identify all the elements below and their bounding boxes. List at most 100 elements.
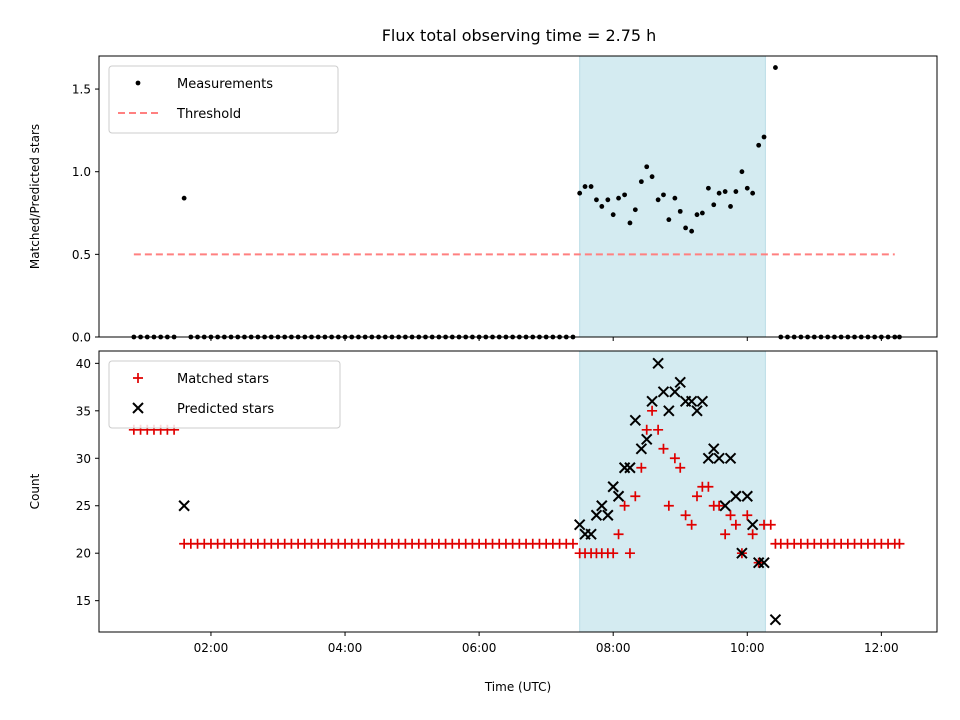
predicted-point xyxy=(629,414,642,427)
measurement-point xyxy=(181,195,187,201)
matched-point xyxy=(608,548,619,559)
y-tick-label: 1.0 xyxy=(72,165,91,179)
matched-point xyxy=(742,510,753,521)
y-axis-label: Matched/Predicted stars xyxy=(28,124,42,269)
predicted-point xyxy=(713,452,725,464)
predicted-point xyxy=(746,519,759,531)
y-tick-label: 30 xyxy=(76,452,91,466)
x-tick-label: 12:00 xyxy=(864,641,899,655)
y-tick-label: 15 xyxy=(76,594,91,608)
measurement-point xyxy=(739,169,745,175)
measurement-point xyxy=(694,212,700,218)
y-tick-label: 0.5 xyxy=(72,248,91,262)
x-tick-label: 02:00 xyxy=(194,641,229,655)
predicted-point xyxy=(590,509,603,521)
x-tick-label: 10:00 xyxy=(730,641,765,655)
predicted-point xyxy=(696,395,709,408)
y-tick-label: 20 xyxy=(76,547,91,561)
measurement-point xyxy=(610,212,616,218)
measurement-point xyxy=(644,164,650,170)
measurement-point xyxy=(677,208,683,214)
measurement-point xyxy=(649,174,655,180)
predicted-point xyxy=(652,357,664,370)
measurement-point xyxy=(605,197,611,203)
matched-point xyxy=(647,405,658,416)
predicted-point xyxy=(724,452,737,464)
y-tick-label: 35 xyxy=(76,404,91,418)
count-panel: 15 20 25 30 35 40 02:00 04:00 06:00 08:00 10:00 12:… xyxy=(28,350,938,694)
axes-frame xyxy=(98,55,938,338)
matched-point xyxy=(641,424,652,435)
predicted-point xyxy=(741,490,753,502)
measurement-point xyxy=(711,202,717,208)
axes-frame xyxy=(98,350,938,633)
legend-label: Matched stars xyxy=(177,372,269,387)
x-axis-label: Time (UTC) xyxy=(484,680,551,694)
measurement-point xyxy=(594,197,599,203)
measurement-point xyxy=(632,207,638,213)
measurement-point xyxy=(666,217,672,223)
data-layer xyxy=(131,65,902,340)
predicted-point xyxy=(736,547,748,559)
predicted-point xyxy=(674,376,686,389)
measurement-point xyxy=(588,184,594,189)
matched-point xyxy=(725,510,736,521)
measurement-point xyxy=(716,190,722,196)
matched-point xyxy=(636,462,647,473)
measurement-point xyxy=(627,220,633,226)
predicted-point xyxy=(178,500,190,512)
measurement-point xyxy=(750,190,756,196)
predicted-point xyxy=(646,395,658,408)
matched-point xyxy=(686,519,697,530)
predicted-point xyxy=(573,519,586,531)
observing-span xyxy=(579,350,766,633)
matched-point xyxy=(663,500,674,511)
predicted-point xyxy=(602,509,614,521)
predicted-point xyxy=(641,433,653,445)
predicted-point xyxy=(624,462,636,474)
y-tick-label: 1.5 xyxy=(72,83,91,97)
matched-point xyxy=(720,529,731,540)
predicted-point xyxy=(719,500,731,512)
y-tick-label: 25 xyxy=(76,499,91,513)
matched-point xyxy=(653,424,664,435)
measurement-point xyxy=(773,65,778,70)
matched-point xyxy=(747,529,758,540)
measurement-point xyxy=(761,134,767,140)
observing-span xyxy=(579,55,766,338)
measurement-point xyxy=(689,228,695,234)
matched-point xyxy=(658,443,669,454)
chart-title: Flux total observing time = 2.75 h xyxy=(382,26,657,45)
matched-point xyxy=(691,491,702,502)
measurement-point xyxy=(661,192,666,198)
predicted-point xyxy=(702,452,715,464)
ratio-panel: 0.0 0.5 1.0 1.5 Matched/Predicted stars Measu… xyxy=(28,55,938,345)
predicted-point xyxy=(607,481,619,493)
matched-point xyxy=(624,548,635,559)
matched-point xyxy=(765,519,776,530)
matched-point xyxy=(567,538,578,549)
matched-point xyxy=(613,529,624,540)
y-tick-label: 0.0 xyxy=(72,331,91,345)
predicted-point xyxy=(730,490,742,502)
measurement-point xyxy=(599,204,605,209)
measurement-point xyxy=(683,225,688,231)
matched-point xyxy=(703,481,714,492)
measurement-point xyxy=(577,190,583,196)
predicted-point xyxy=(669,386,681,398)
measurement-point xyxy=(582,184,588,189)
measurement-point xyxy=(756,142,762,148)
legend-matched-marker xyxy=(133,373,143,383)
data-layer xyxy=(128,357,905,626)
measurement-point xyxy=(638,179,644,185)
x-tick-label: 04:00 xyxy=(328,641,363,655)
measurement-point xyxy=(655,197,661,203)
predicted-point xyxy=(691,405,703,417)
matched-point xyxy=(619,500,630,511)
matched-point xyxy=(680,510,691,521)
predicted-point xyxy=(685,395,698,408)
predicted-point xyxy=(635,443,648,455)
predicted-point xyxy=(708,443,720,455)
measurement-point xyxy=(672,195,678,201)
